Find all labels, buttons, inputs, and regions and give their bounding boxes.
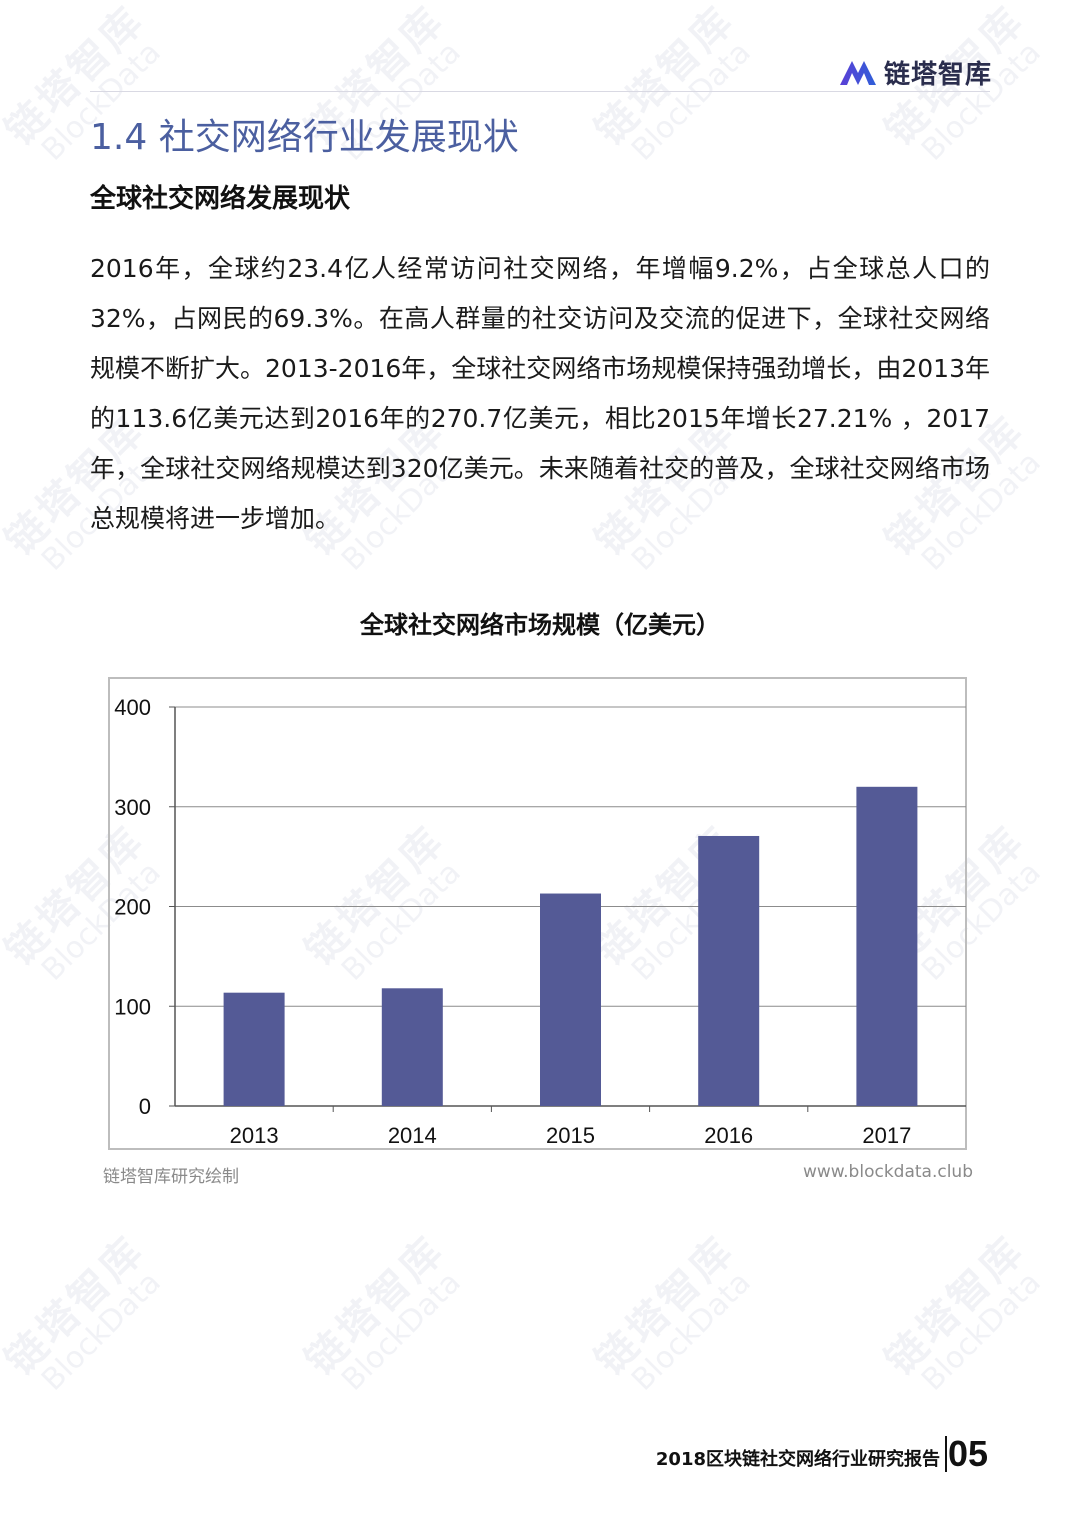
watermark-text: BlockData (914, 1264, 1048, 1398)
watermark-text: BlockData (334, 34, 468, 168)
x-tick-label: 2014 (388, 1123, 437, 1148)
brand-logo: 链塔智库 (838, 55, 992, 90)
watermark-text: BlockData (624, 34, 758, 168)
watermark: 链塔智库 BlockData (854, 0, 1080, 286)
page-number: 05 (947, 1433, 988, 1474)
x-tick-label: 2015 (546, 1123, 595, 1148)
watermark-text: BlockData (34, 1264, 168, 1398)
watermark-text: 链塔智库 (877, 1227, 1035, 1385)
watermark: 链塔智库 BlockData (564, 0, 875, 286)
watermark: 链塔智库 BlockData (0, 1204, 286, 1515)
source-credit: 链塔智库研究绘制 (103, 1167, 239, 1187)
bar (540, 893, 601, 1106)
chart-title: 全球社交网络市场规模（亿美元） (360, 611, 720, 639)
x-tick-label: 2017 (862, 1123, 911, 1148)
x-tick-label: 2016 (704, 1123, 753, 1148)
bar (381, 988, 443, 1106)
watermark: 链塔智库 BlockData (274, 1204, 585, 1515)
y-tick-label: 400 (114, 695, 151, 720)
bar-chart: 0 100 200 300 400 2013 2014 2015 2016 2017 (108, 677, 967, 1150)
logo-text: 链塔智库 (883, 59, 992, 90)
y-tick-label: 200 (114, 895, 151, 920)
bar (223, 992, 285, 1106)
watermark-text: BlockData (334, 1264, 468, 1398)
x-tick-label: 2013 (230, 1123, 279, 1148)
watermark-text: BlockData (914, 34, 1048, 168)
watermark-text: 链塔智库 (0, 1227, 155, 1385)
watermark-text: 链塔智库 (587, 0, 745, 155)
y-tick-label: 0 (139, 1094, 151, 1119)
watermark-text: 链塔智库 (587, 1227, 745, 1385)
y-tick-label: 300 (114, 795, 151, 820)
header-divider (90, 91, 990, 92)
body-paragraph: 2016年，全球约23.4亿人经常访问社交网络，年增幅9.2%，占全球总人口的3… (90, 254, 990, 533)
section-title: 1.4 社交网络行业发展现状 (90, 117, 519, 158)
bar (698, 835, 760, 1106)
footer-separator (945, 1436, 947, 1472)
watermark-text: BlockData (34, 34, 168, 168)
footer-report-title: 2018区块链社交网络行业研究报告 (655, 1449, 940, 1470)
source-url: www.blockdata.club (803, 1162, 973, 1182)
y-tick-label: 100 (114, 994, 151, 1019)
chart-frame (108, 677, 967, 1150)
bar (856, 786, 918, 1106)
watermark-text: 链塔智库 (297, 1227, 455, 1385)
blockdata-logo-icon (839, 61, 876, 85)
watermark-text: BlockData (624, 1264, 758, 1398)
subheading: 全球社交网络发展现状 (90, 184, 351, 214)
